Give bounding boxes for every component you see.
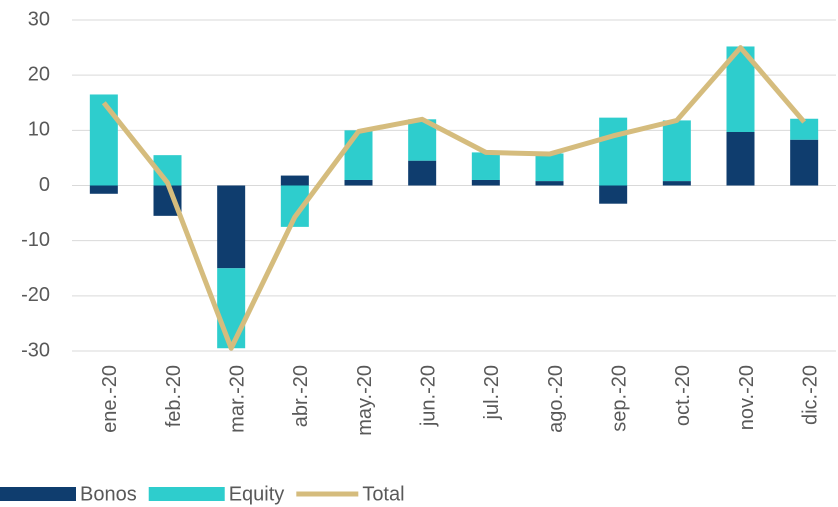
legend-label: Bonos: [80, 483, 137, 505]
y-tick-label: -10: [21, 229, 50, 251]
bar: [662, 181, 691, 186]
x-tick-label: ene.-20: [99, 365, 121, 433]
bar: [344, 130, 373, 180]
line: [101, 45, 807, 351]
y-tick-label: 10: [28, 119, 50, 141]
bar: [89, 94, 118, 186]
bar: [599, 117, 628, 186]
bar: [535, 181, 564, 186]
bar: [790, 139, 819, 186]
bar: [408, 160, 437, 186]
bar: [471, 179, 500, 186]
x-tick-label: jul.-20: [481, 365, 503, 420]
legend-label: Equity: [229, 483, 285, 505]
y-tick-label: 0: [39, 174, 50, 196]
bar: [217, 268, 246, 349]
legend-label: Total: [362, 483, 404, 505]
bar: [535, 153, 564, 182]
bar: [471, 152, 500, 180]
bar: [662, 120, 691, 182]
y-tick-label: 20: [28, 63, 50, 85]
x-tick-label: ago.-20: [545, 365, 567, 433]
x-tick-label: dic.-20: [799, 365, 821, 425]
bar: [344, 179, 373, 186]
x-tick-label: nov.-20: [736, 365, 758, 430]
x-tick-label: oct.-20: [672, 365, 694, 426]
x-tick-label: jun.-20: [417, 365, 439, 427]
x-tick-label: feb.-20: [163, 365, 185, 427]
x-tick-label: mar.-20: [226, 365, 248, 433]
bar: [599, 185, 628, 204]
x-tick-label: abr.-20: [290, 365, 312, 427]
bar: [726, 131, 755, 186]
y-tick-label: -30: [21, 339, 50, 361]
bar: [217, 185, 246, 269]
x-tick-label: may.-20: [354, 365, 376, 436]
x-tick-label: sep.-20: [608, 365, 630, 432]
bar: [280, 175, 309, 186]
bar: [89, 185, 118, 194]
bar: [790, 118, 819, 140]
y-tick-label: -20: [21, 284, 50, 306]
legend-swatch: [0, 487, 76, 501]
y-tick-label: 30: [28, 8, 50, 30]
legend-swatch: [148, 487, 225, 501]
